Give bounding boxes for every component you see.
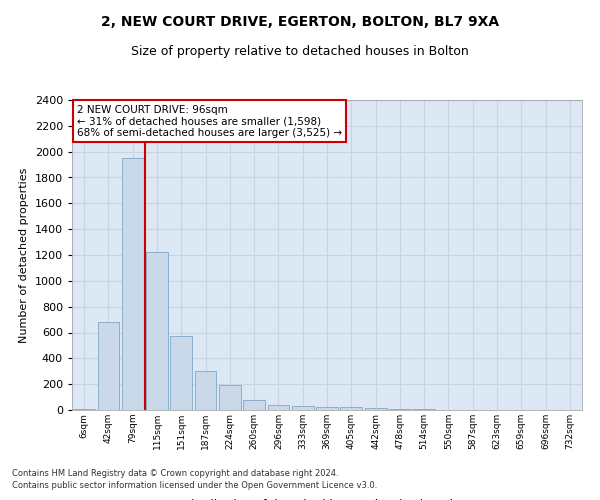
Bar <box>219 385 241 410</box>
Bar <box>146 252 168 410</box>
Text: Contains HM Land Registry data © Crown copyright and database right 2024.: Contains HM Land Registry data © Crown c… <box>12 468 338 477</box>
Bar <box>170 336 192 410</box>
Bar <box>122 158 143 410</box>
Bar <box>97 322 119 410</box>
Text: 2, NEW COURT DRIVE, EGERTON, BOLTON, BL7 9XA: 2, NEW COURT DRIVE, EGERTON, BOLTON, BL7… <box>101 15 499 29</box>
Bar <box>340 407 362 410</box>
Bar <box>365 408 386 410</box>
X-axis label: Distribution of detached houses by size in Bolton: Distribution of detached houses by size … <box>182 499 472 500</box>
Text: Contains public sector information licensed under the Open Government Licence v3: Contains public sector information licen… <box>12 481 377 490</box>
Text: 2 NEW COURT DRIVE: 96sqm
← 31% of detached houses are smaller (1,598)
68% of sem: 2 NEW COURT DRIVE: 96sqm ← 31% of detach… <box>77 104 342 138</box>
Bar <box>268 405 289 410</box>
Bar <box>389 408 411 410</box>
Text: Size of property relative to detached houses in Bolton: Size of property relative to detached ho… <box>131 45 469 58</box>
Bar <box>292 406 314 410</box>
Bar <box>194 371 217 410</box>
Bar <box>243 400 265 410</box>
Y-axis label: Number of detached properties: Number of detached properties <box>19 168 29 342</box>
Bar <box>316 407 338 410</box>
